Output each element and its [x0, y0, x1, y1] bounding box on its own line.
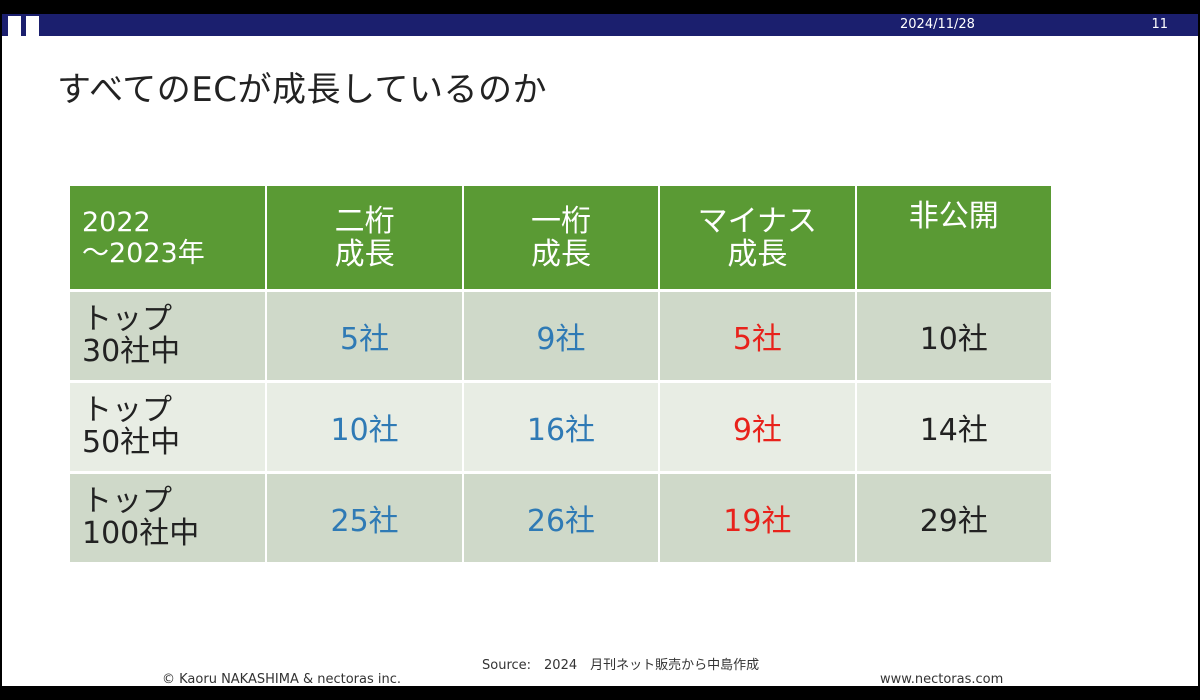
cell-single-digit: 16社: [463, 383, 661, 474]
row-header-top100: トップ 100社中: [70, 474, 268, 565]
row-header-line2: 100社中: [82, 516, 200, 551]
cell-undisclosed: 14社: [856, 383, 1051, 474]
column-header-line1: マイナス: [697, 203, 818, 239]
cell-negative: 19社: [660, 474, 857, 565]
column-header-line2: 成長: [334, 236, 395, 272]
column-header-line1: 非公開: [908, 199, 999, 234]
cell-single-digit: 9社: [463, 292, 661, 383]
column-header-line2: 成長: [727, 236, 788, 272]
corner-line2: ～2023年: [82, 237, 205, 269]
cell-single-digit: 26社: [463, 474, 661, 565]
column-header-line1: 一桁: [530, 203, 591, 239]
cell-double-digit: 25社: [267, 474, 464, 565]
corner-line1: 2022: [82, 206, 151, 238]
row-header-line2: 50社中: [82, 425, 181, 460]
cell-undisclosed: 29社: [856, 474, 1051, 565]
cell-double-digit: 10社: [267, 383, 464, 474]
header-square-icon: [26, 16, 39, 36]
table-row: トップ 30社中 5社 9社 5社 10社: [70, 292, 1051, 383]
column-header-negative: マイナス 成長: [660, 186, 857, 292]
column-header-undisclosed: 非公開: [856, 186, 1051, 292]
row-header-line1: トップ: [82, 302, 172, 337]
column-header-line1: 二桁: [334, 203, 395, 239]
table-row: トップ 50社中 10社 16社 9社 14社: [70, 383, 1051, 474]
header-square-icon: [8, 16, 21, 36]
row-header-line2: 30社中: [82, 334, 181, 369]
row-header-top50: トップ 50社中: [70, 383, 268, 474]
column-header-double-digit: 二桁 成長: [267, 186, 464, 292]
table-row: トップ 100社中 25社 26社 19社 29社: [70, 474, 1051, 565]
cell-negative: 9社: [660, 383, 857, 474]
cell-negative: 5社: [660, 292, 857, 383]
column-header-single-digit: 一桁 成長: [463, 186, 661, 292]
cell-undisclosed: 10社: [856, 292, 1051, 383]
column-header-line2: 成長: [530, 236, 591, 272]
row-header-line1: トップ: [82, 484, 172, 519]
source-note: Source: 2024 月刊ネット販売から中島作成: [482, 658, 760, 673]
growth-table: 2022 ～2023年 二桁 成長 一桁 成長 マイナス 成長 非公開 トップ 30社中 …: [70, 186, 1051, 565]
cell-double-digit: 5社: [267, 292, 464, 383]
slide-title: すべてのECが成長しているのか: [57, 70, 547, 110]
row-header-line1: トップ: [82, 393, 172, 428]
row-header-top30: トップ 30社中: [70, 292, 268, 383]
table-header-row: 2022 ～2023年 二桁 成長 一桁 成長 マイナス 成長 非公開: [70, 186, 1051, 292]
slide: 2024/11/28 11 すべてのECが成長しているのか 2022 ～2023年…: [2, 14, 1198, 686]
website-url: www.nectoras.com: [880, 672, 1004, 686]
header-bar: 2024/11/28 11: [2, 14, 1198, 36]
corner-header: 2022 ～2023年: [70, 186, 268, 292]
copyright: © Kaoru NAKASHIMA & nectoras inc.: [162, 672, 402, 686]
slide-date: 2024/11/28: [900, 17, 975, 32]
page-number: 11: [1151, 17, 1168, 32]
